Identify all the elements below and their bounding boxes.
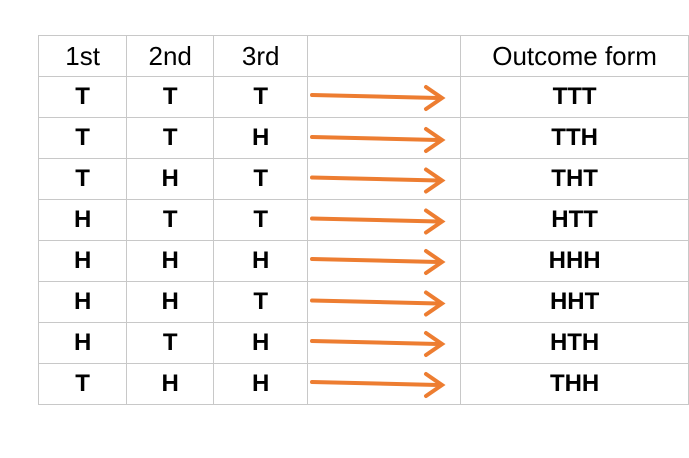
cell-first-toss: H [37,240,128,282]
header-outcome: Outcome form [460,35,689,77]
cell-arrow [307,240,462,282]
cell-second-toss: H [126,281,215,323]
table-row: T H T THT [37,158,689,200]
cell-third-toss: T [213,158,309,200]
cell-first-toss: T [37,117,128,159]
cell-first-toss: T [37,158,128,200]
cell-outcome: THT [460,158,689,200]
right-arrow-icon [310,249,446,275]
table-header-row: 1st 2nd 3rd Outcome form [37,35,689,77]
right-arrow-icon [310,85,446,111]
cell-outcome: THH [460,363,689,405]
cell-first-toss: H [37,281,128,323]
cell-first-toss: T [37,363,128,405]
cell-third-toss: T [213,76,309,118]
right-arrow-icon [310,331,446,357]
cell-arrow [307,281,462,323]
table-row: H H T HHT [37,281,689,323]
table-row: H T H HTH [37,322,689,364]
table-row: T T T TTT [37,76,689,118]
cell-arrow [307,199,462,241]
table-body: T T T TTT T T H TTH T H T THT H T T HTT H H H HHH H H T HHT H T H H… [37,76,689,405]
table-row: H T T HTT [37,199,689,241]
cell-arrow [307,322,462,364]
cell-third-toss: H [213,322,309,364]
cell-second-toss: H [126,158,215,200]
table-row: H H H HHH [37,240,689,282]
header-arrow-column [307,35,462,77]
cell-third-toss: T [213,281,309,323]
right-arrow-icon [310,127,446,153]
cell-arrow [307,158,462,200]
cell-arrow [307,117,462,159]
cell-outcome: HTT [460,199,689,241]
cell-outcome: HHT [460,281,689,323]
table-row: T H H THH [37,363,689,405]
header-third: 3rd [213,35,309,77]
cell-first-toss: T [37,76,128,118]
cell-first-toss: H [37,322,128,364]
table-row: T T H TTH [37,117,689,159]
cell-third-toss: T [213,199,309,241]
right-arrow-icon [310,208,446,235]
cell-outcome: HHH [460,240,689,282]
cell-third-toss: H [213,363,309,405]
cell-second-toss: T [126,76,215,118]
right-arrow-icon [310,167,446,194]
cell-second-toss: T [126,117,215,159]
header-second: 2nd [126,35,215,77]
outcomes-table: 1st 2nd 3rd Outcome form T T T TTT T T H TTH T H T… [37,35,689,405]
cell-second-toss: T [126,199,215,241]
cell-first-toss: H [37,199,128,241]
cell-arrow [307,76,462,118]
right-arrow-icon [310,372,446,398]
cell-arrow [307,363,462,405]
cell-outcome: TTH [460,117,689,159]
cell-third-toss: H [213,240,309,282]
header-first: 1st [37,35,128,77]
cell-second-toss: H [126,363,215,405]
cell-second-toss: H [126,240,215,282]
cell-third-toss: H [213,117,309,159]
cell-outcome: TTT [460,76,689,118]
right-arrow-icon [310,290,446,317]
cell-second-toss: T [126,322,215,364]
cell-outcome: HTH [460,322,689,364]
